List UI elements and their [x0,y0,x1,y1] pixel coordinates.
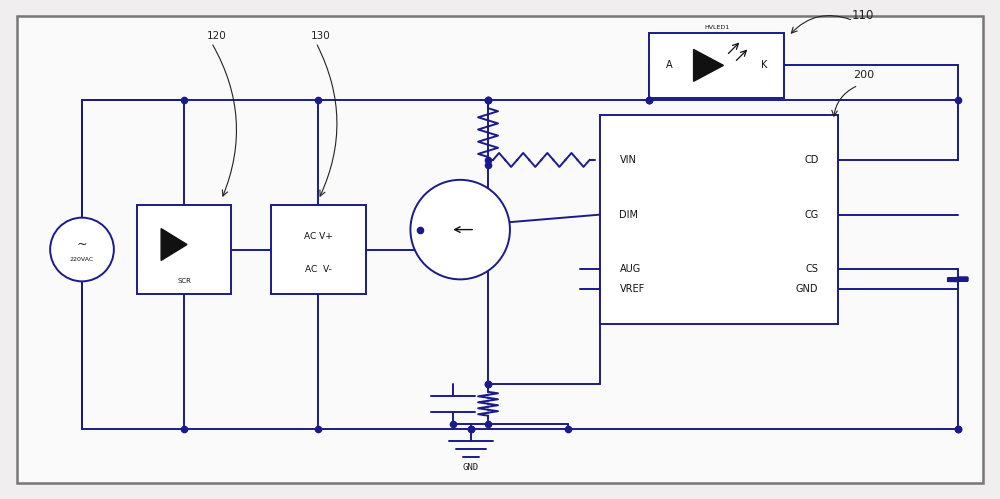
Text: 110: 110 [852,9,874,22]
Text: A: A [666,60,673,70]
Text: 120: 120 [206,30,226,40]
Polygon shape [694,49,723,81]
Text: 220VAC: 220VAC [70,257,94,262]
Circle shape [410,180,510,279]
Text: CD: CD [804,155,818,165]
Text: ~: ~ [77,238,87,251]
Text: AUG: AUG [619,264,641,274]
Text: AC V+: AC V+ [304,232,333,241]
Polygon shape [161,229,187,260]
Bar [271,205,366,294]
Text: K: K [761,60,767,70]
Text: CS: CS [806,264,818,274]
Text: CG: CG [804,210,818,220]
Text: SCR: SCR [177,278,191,284]
Bar [600,115,838,324]
Bar [649,33,784,98]
Text: GND: GND [796,284,818,294]
Bar [137,205,231,294]
Text: GND: GND [463,464,479,473]
Circle shape [50,218,114,281]
Text: HVLED1: HVLED1 [704,25,729,30]
Text: VIN: VIN [619,155,636,165]
Text: 200: 200 [853,70,874,80]
Text: VREF: VREF [619,284,645,294]
Text: DIM: DIM [619,210,638,220]
Text: 130: 130 [311,30,331,40]
Text: AC  V-: AC V- [305,264,332,274]
